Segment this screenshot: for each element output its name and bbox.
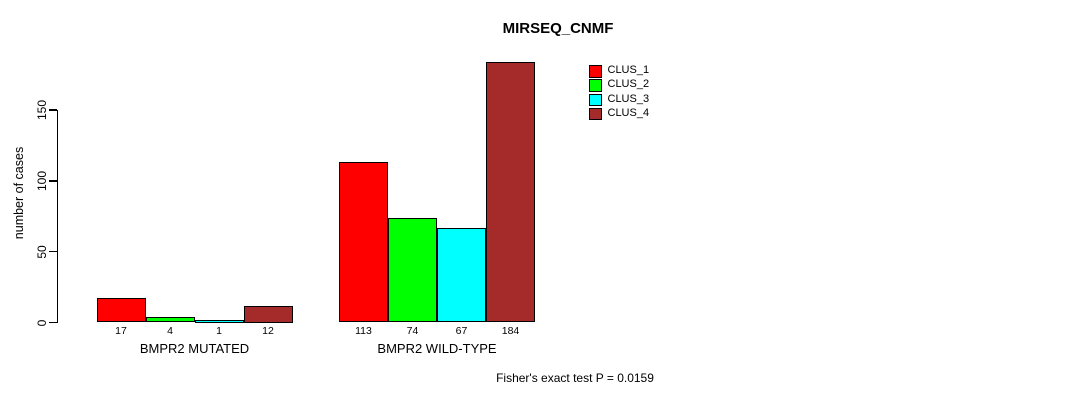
bar-value-label: 1 — [216, 325, 222, 337]
y-tick-label: 50 — [35, 244, 49, 259]
bar-clus_2-group2 — [388, 217, 437, 323]
legend-swatch-clus_3 — [589, 93, 602, 107]
category-label: BMPR2 MUTATED — [139, 341, 250, 356]
bar-value-label: 17 — [115, 325, 127, 337]
y-axis-label: number of cases — [12, 146, 26, 240]
chart-title: MIRSEQ_CNMF — [502, 20, 614, 37]
category-label: BMPR2 WILD-TYPE — [377, 341, 497, 356]
y-tick-mark — [49, 109, 57, 111]
bar-value-label: 184 — [501, 325, 520, 337]
y-tick-label: 0 — [35, 319, 49, 326]
bar-clus_1-group2 — [339, 162, 388, 323]
bar-clus_3-group2 — [437, 227, 486, 323]
legend-swatch-clus_2 — [589, 79, 602, 92]
bar-value-label: 74 — [406, 325, 419, 337]
bar-value-label: 12 — [262, 325, 274, 337]
bar-clus_3-group1 — [194, 319, 244, 323]
legend-label: CLUS_1 — [607, 64, 650, 76]
legend-label: CLUS_4 — [607, 106, 650, 119]
bar-clus_2-group1 — [145, 316, 195, 323]
y-tick-label: 100 — [35, 170, 49, 191]
legend-swatch-clus_1 — [589, 65, 602, 78]
bar-value-label: 4 — [167, 325, 173, 337]
legend-label: CLUS_2 — [607, 78, 650, 91]
bar-value-label: 113 — [355, 325, 372, 337]
bar-value-label: 67 — [455, 325, 468, 337]
legend-swatch-clus_4 — [589, 107, 602, 121]
bar-clus_4-group1 — [243, 305, 293, 323]
annotation-caption: Fisher's exact test P = 0.0159 — [496, 371, 654, 385]
y-tick-label: 150 — [35, 99, 49, 121]
bar-clus_4-group2 — [486, 61, 535, 323]
legend-label: CLUS_3 — [607, 92, 650, 105]
bar-clus_1-group1 — [96, 298, 146, 323]
y-tick-mark — [49, 321, 57, 324]
y-tick-mark — [49, 250, 57, 253]
y-axis-line — [56, 110, 58, 323]
y-tick-mark — [49, 180, 57, 182]
